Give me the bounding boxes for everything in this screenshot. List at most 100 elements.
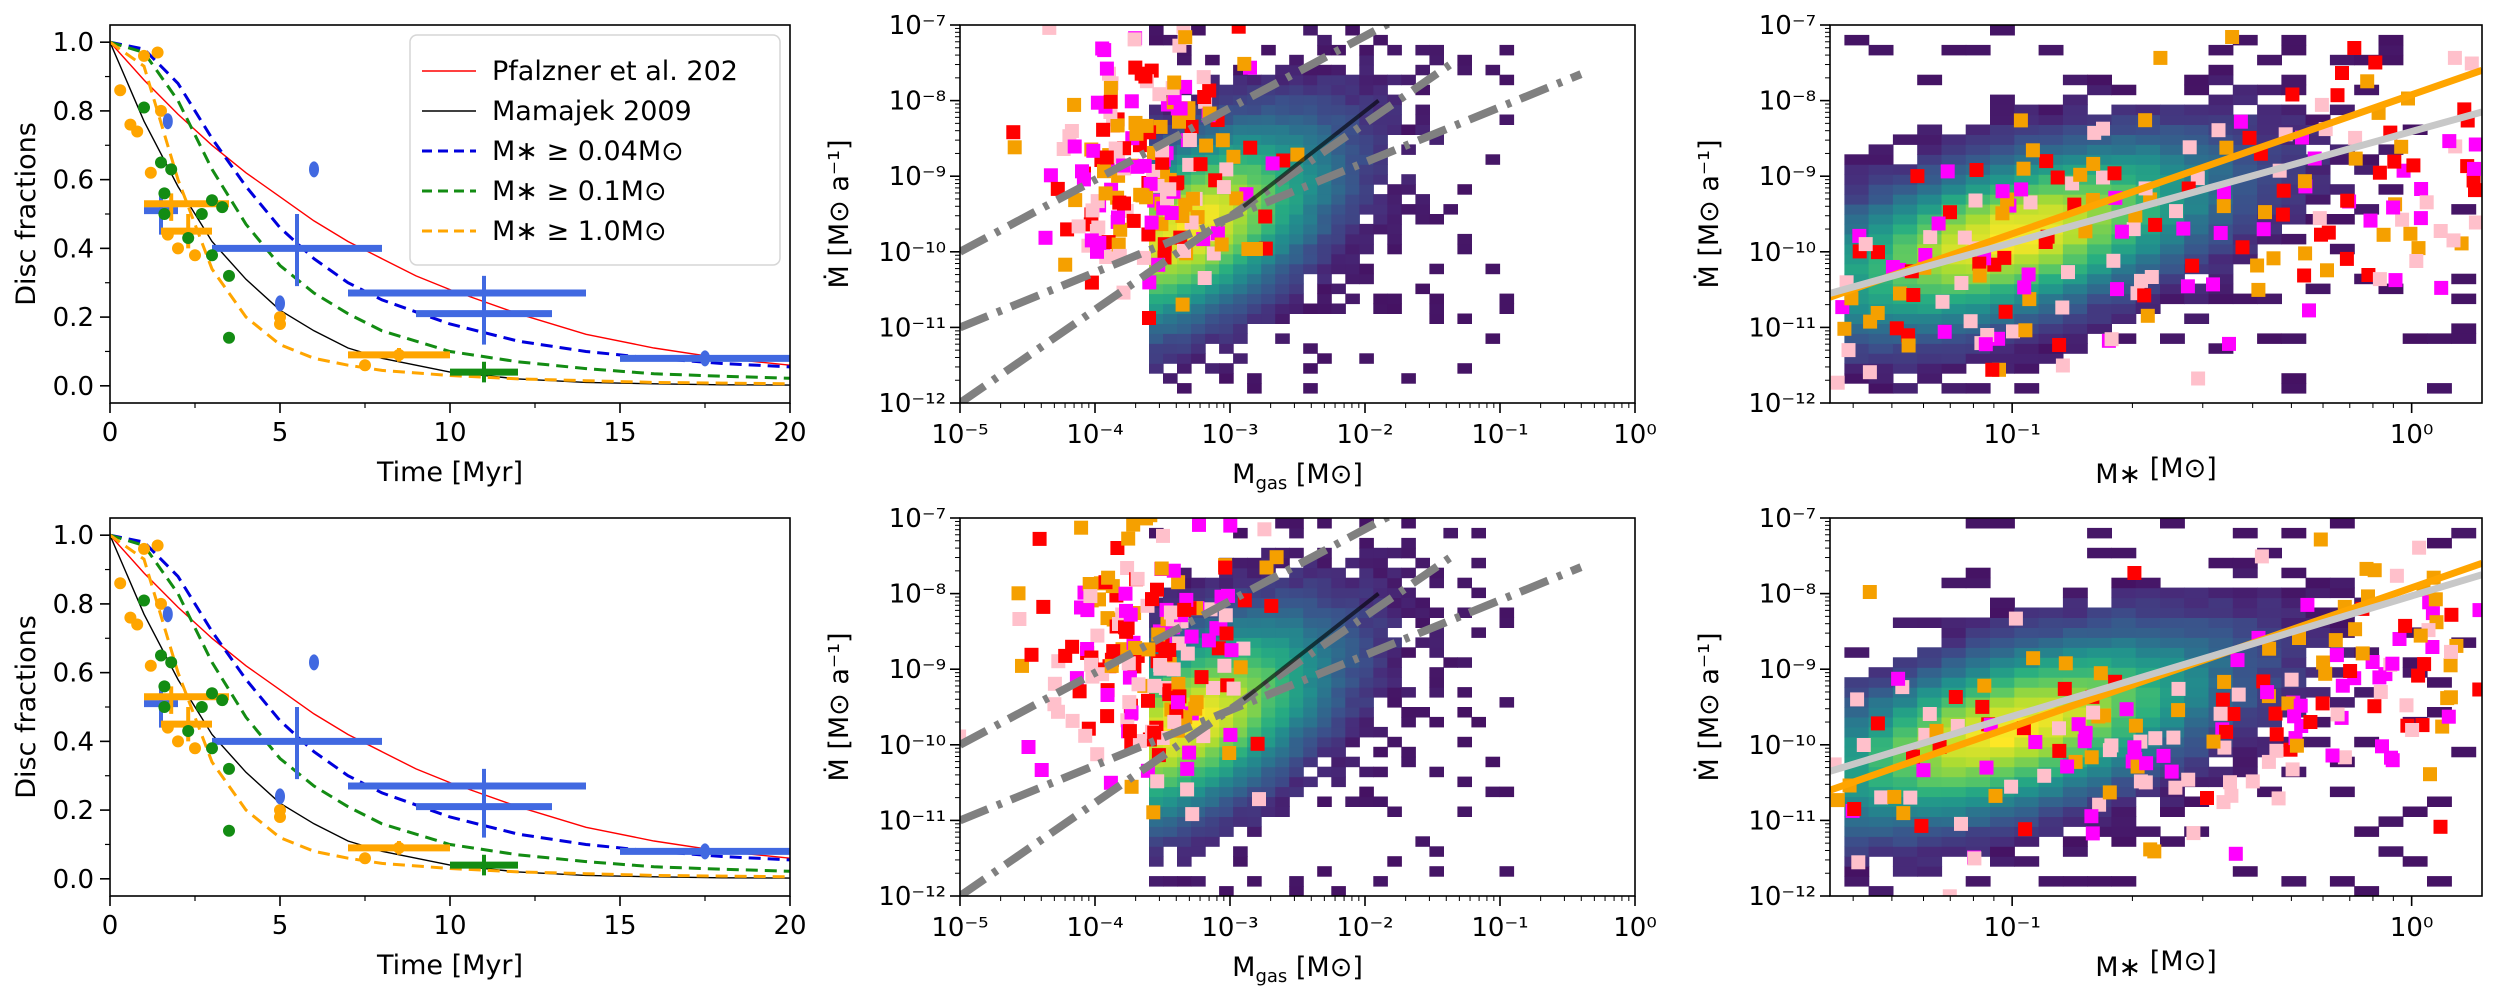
heatmap-cell [1941,323,1967,334]
heatmap-cell [1941,647,1967,658]
scatter-square [2315,696,2330,711]
heatmap-cell [1941,154,1967,165]
scatter-square [1916,763,1931,778]
heatmap-cell [2111,134,2137,145]
scatter-square [2314,227,2328,242]
heatmap-cell [2329,627,2355,638]
heatmap-cell [2184,154,2210,165]
heatmap-cell [1965,836,1991,847]
heatmap-cell [1373,617,1388,628]
scatter-square [2138,113,2153,128]
heatmap-cell [2111,796,2137,807]
heatmap-cell [1387,856,1402,867]
heatmap-cell [2184,597,2210,609]
heatmap-cell [1261,547,1276,559]
heatmap-cell [1429,214,1444,225]
scatter-square [2434,280,2449,295]
heatmap-cell [2281,617,2307,628]
heatmap-cell [1331,597,1346,609]
scatter-square [2256,674,2271,689]
heatmap-cell [1275,806,1290,817]
heatmap-cell [1990,826,2015,837]
heatmap-cell [1303,746,1318,758]
heatmap-cell [1289,283,1304,295]
scatter-square [2468,137,2482,152]
heatmap-cell [2184,114,2210,125]
scatter-square [1166,563,1181,578]
heatmap-cell [2329,243,2355,255]
heatmap-cell [2281,667,2307,678]
heatmap-cell [1990,637,2015,648]
scatter-square [1858,237,1873,252]
heatmap-cell [1917,647,1943,658]
scatter-square [1171,575,1186,590]
scatter-square [1011,586,1026,601]
scatter-square [1110,541,1125,555]
heatmap-cell [1191,836,1206,847]
heatmap-cell [1191,577,1206,589]
heatmap-cell [1331,84,1346,96]
heatmap-cell [2208,273,2234,285]
scatter-square [2168,780,2183,795]
heatmap-cell [1219,114,1234,125]
scatter-square [1967,851,1982,866]
heatmap-cell [1205,726,1220,738]
heatmap-cell [1149,363,1164,374]
heatmap-cell [1359,627,1374,638]
heatmap-cell [2232,253,2258,265]
heatmap-cell [1317,557,1332,569]
heatmap-cell [1373,223,1388,235]
heatmap-cell [1275,736,1290,748]
heatmap-cell [2038,627,2064,638]
scatter-square [2348,130,2363,145]
heatmap-cell [1247,233,1262,245]
heatmap-cell [1373,876,1388,887]
scatter-square [2414,182,2429,196]
heatmap-cell [1275,104,1290,116]
heatmap-cell [1289,667,1304,678]
data-point [189,742,201,755]
scatter-square [2092,797,2107,812]
scatter-square [1178,30,1193,45]
heatmap-cell [1373,746,1388,758]
heatmap-cell [1373,547,1388,559]
heatmap-cell [1303,223,1318,235]
heatmap-cell [1317,736,1332,748]
scatter-square [1196,70,1211,85]
fit-line [1830,67,2482,301]
heatmap-cell [1205,124,1220,135]
scatter-square [1223,727,1238,742]
heatmap-cell [1331,174,1346,185]
scatter-square [1015,658,1029,673]
scatter-square [2298,246,2313,261]
heatmap-cell [1990,647,2015,658]
heatmap-cell [1163,587,1178,599]
heatmap-cell [1373,174,1388,185]
scatter-square [2055,300,2070,315]
heatmap-cell [1844,816,1870,827]
heatmap-cell [1219,687,1234,698]
heatmap-cell [2232,204,2258,215]
heatmap-cell [2062,74,2088,86]
heatmap-cell [1457,233,1472,245]
heatmap-cell [1941,786,1967,798]
y-tick-label: 0.6 [53,166,94,196]
heatmap-cell [1868,164,1894,175]
heatmap-cell [2160,104,2185,116]
heatmap-cell [1844,373,1870,384]
heatmap-cell [1359,263,1374,275]
scatter-square [1056,142,1071,156]
heatmap-cell [1205,716,1220,728]
heatmap-cell [1345,233,1360,245]
heatmap-cell [1917,194,1943,205]
heatmap-cell [2208,243,2234,255]
scatter-square [1918,248,1933,262]
heatmap-cell [1191,25,1206,36]
heatmap-cell [1844,836,1870,847]
scatter-square [2084,809,2099,824]
heatmap-cell [1317,124,1332,135]
heatmap-cell [2257,667,2282,678]
axes-frame [1829,24,2483,404]
scatter-square [1901,338,1916,353]
heatmap-cell [2014,836,2040,847]
